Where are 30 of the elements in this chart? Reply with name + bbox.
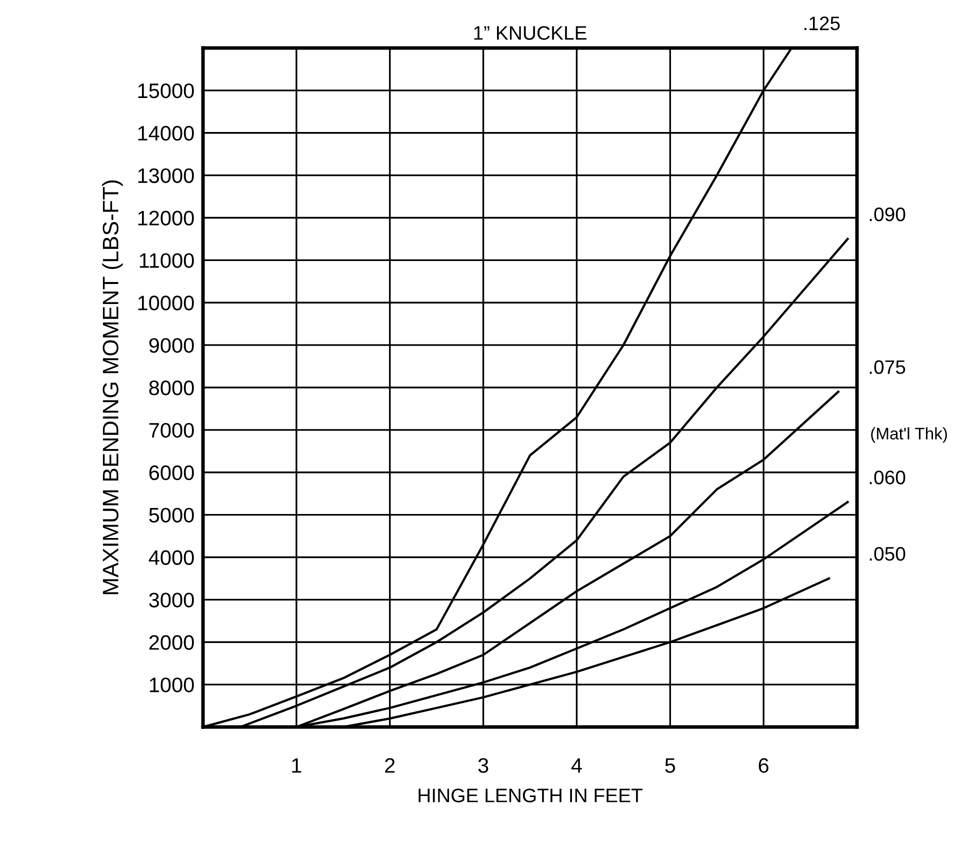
series-label: .090: [870, 207, 906, 222]
y-tick-label: 12000: [138, 210, 194, 226]
y-axis-title: MAXIMUM BENDING MOMENT (LBS-FT): [102, 180, 123, 594]
y-tick-label: 10000: [138, 296, 194, 310]
series-label: .060: [870, 470, 906, 484]
y-tick-label: 4000: [148, 550, 194, 566]
y-tick-label: 5000: [149, 508, 194, 523]
y-tick-label: 7000: [149, 422, 194, 438]
y-tick-label: 3000: [149, 592, 194, 608]
y-tick-label: 2000: [149, 635, 194, 650]
x-tick-label: 1: [292, 758, 302, 773]
x-tick-label: 4: [571, 758, 582, 773]
y-tick-label: 9000: [149, 338, 194, 353]
y-tick-label: 1000: [150, 678, 194, 692]
text: .050: [870, 546, 906, 561]
x-tick-label: 5: [665, 758, 676, 773]
y-tick-label: 13000: [138, 168, 194, 184]
x-tick-label: 3: [478, 758, 488, 773]
y-tick-label: 15000: [138, 83, 194, 98]
series-label: .125: [804, 16, 840, 30]
y-tick-label: 11000: [140, 253, 194, 268]
chart-title: 1” KNUCKLE: [474, 26, 586, 40]
x-tick-label: 2: [385, 758, 395, 773]
y-tick-label: 8000: [149, 380, 194, 396]
text: (Mat'l Thk): [871, 427, 947, 443]
y-tick-label: 14000: [138, 126, 194, 141]
series-label: .075: [870, 360, 906, 374]
x-axis-title: HINGE LENGTH IN FEET: [418, 788, 642, 802]
y-tick-label: 6000: [149, 465, 194, 480]
x-tick-label: 6: [758, 758, 768, 773]
